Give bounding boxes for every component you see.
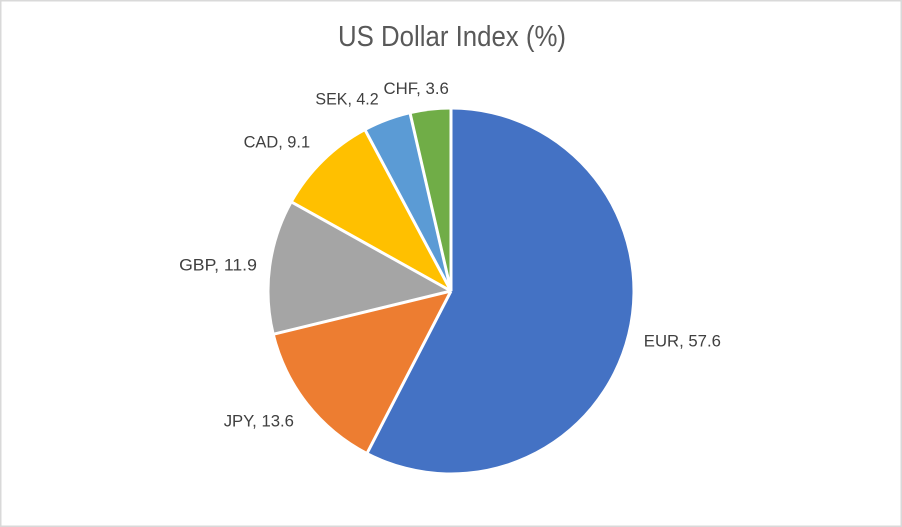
svg-text:JPY, 13.6: JPY, 13.6 [224, 411, 294, 430]
svg-text:CAD, 9.1: CAD, 9.1 [244, 132, 311, 151]
svg-text:GBP, 11.9: GBP, 11.9 [179, 255, 257, 274]
svg-text:CHF, 3.6: CHF, 3.6 [384, 79, 449, 98]
svg-text:EUR, 57.6: EUR, 57.6 [644, 331, 721, 350]
svg-text:SEK, 4.2: SEK, 4.2 [315, 90, 378, 109]
svg-text:US Dollar Index (%): US Dollar Index (%) [338, 21, 566, 53]
